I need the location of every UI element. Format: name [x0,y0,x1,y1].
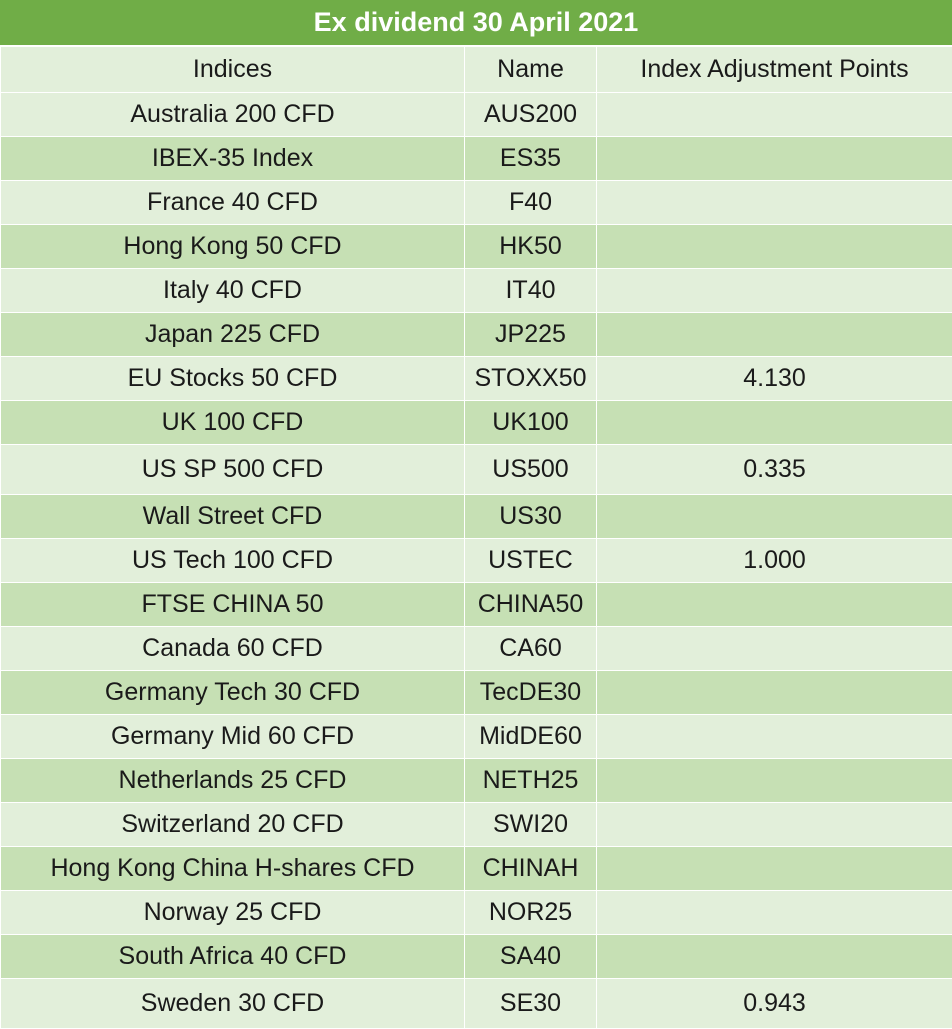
cell-adjustment-points [597,583,952,627]
cell-name: SA40 [465,935,597,979]
cell-index: Hong Kong 50 CFD [1,225,465,269]
dividend-table: Indices Name Index Adjustment Points Aus… [0,46,952,1029]
cell-name: SWI20 [465,803,597,847]
cell-name: IT40 [465,269,597,313]
cell-index: Italy 40 CFD [1,269,465,313]
cell-index: Netherlands 25 CFD [1,759,465,803]
cell-adjustment-points [597,93,952,137]
sheet-title: Ex dividend 30 April 2021 [0,0,952,46]
cell-name: USTEC [465,539,597,583]
cell-adjustment-points [597,225,952,269]
cell-adjustment-points [597,313,952,357]
cell-adjustment-points [597,401,952,445]
cell-adjustment-points: 0.335 [597,445,952,495]
cell-index: South Africa 40 CFD [1,935,465,979]
cell-name: HK50 [465,225,597,269]
cell-name: SE30 [465,979,597,1029]
cell-name: STOXX50 [465,357,597,401]
column-header-adjustment: Index Adjustment Points [597,47,952,93]
cell-index: Canada 60 CFD [1,627,465,671]
cell-adjustment-points [597,715,952,759]
cell-name: F40 [465,181,597,225]
cell-name: CHINAH [465,847,597,891]
cell-name: NETH25 [465,759,597,803]
cell-index: Sweden 30 CFD [1,979,465,1029]
cell-adjustment-points [597,181,952,225]
cell-name: US500 [465,445,597,495]
cell-name: UK100 [465,401,597,445]
cell-index: US Tech 100 CFD [1,539,465,583]
cell-adjustment-points [597,671,952,715]
cell-index: Australia 200 CFD [1,93,465,137]
cell-adjustment-points [597,269,952,313]
cell-index: Switzerland 20 CFD [1,803,465,847]
column-header-indices: Indices [1,47,465,93]
cell-index: Norway 25 CFD [1,891,465,935]
header-row: Indices Name Index Adjustment Points [1,47,952,93]
cell-index: Hong Kong China H-shares CFD [1,847,465,891]
cell-index: UK 100 CFD [1,401,465,445]
cell-adjustment-points [597,627,952,671]
cell-index: Germany Mid 60 CFD [1,715,465,759]
cell-index: US SP 500 CFD [1,445,465,495]
cell-adjustment-points [597,847,952,891]
cell-adjustment-points [597,803,952,847]
cell-adjustment-points: 0.943 [597,979,952,1029]
cell-name: MidDE60 [465,715,597,759]
cell-adjustment-points [597,137,952,181]
cell-adjustment-points [597,891,952,935]
cell-index: Japan 225 CFD [1,313,465,357]
cell-index: IBEX-35 Index [1,137,465,181]
cell-name: ES35 [465,137,597,181]
cell-index: Wall Street CFD [1,495,465,539]
cell-name: AUS200 [465,93,597,137]
cell-name: TecDE30 [465,671,597,715]
cell-name: CA60 [465,627,597,671]
cell-adjustment-points [597,759,952,803]
column-header-name: Name [465,47,597,93]
cell-adjustment-points [597,935,952,979]
cell-adjustment-points: 4.130 [597,357,952,401]
cell-name: JP225 [465,313,597,357]
cell-name: CHINA50 [465,583,597,627]
cell-name: NOR25 [465,891,597,935]
cell-index: EU Stocks 50 CFD [1,357,465,401]
cell-name: US30 [465,495,597,539]
cell-adjustment-points: 1.000 [597,539,952,583]
cell-adjustment-points [597,495,952,539]
cell-index: Germany Tech 30 CFD [1,671,465,715]
cell-index: FTSE CHINA 50 [1,583,465,627]
cell-index: France 40 CFD [1,181,465,225]
